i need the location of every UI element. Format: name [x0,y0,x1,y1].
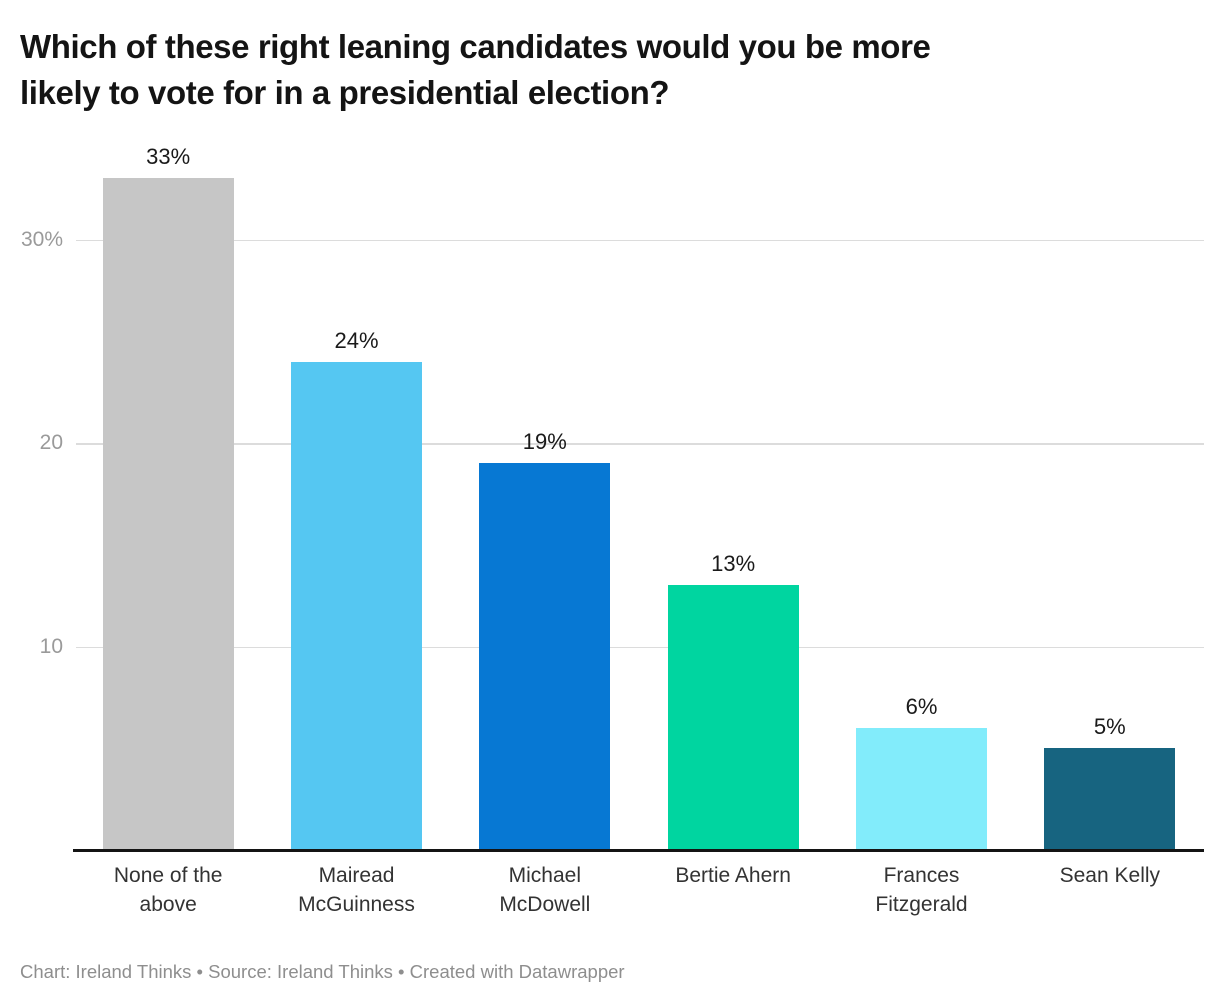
bar-value-label: 13% [711,551,756,577]
bar-category-label: Bertie Ahern [675,864,791,887]
bar-value-label: 19% [522,429,567,455]
gridline [76,239,1204,241]
bar-value-label: 24% [334,327,379,353]
bar [479,463,611,850]
bar-value-label: 33% [146,144,191,170]
y-tick-label: 30% [20,227,63,251]
footer-attribution: Chart: Ireland Thinks • Source: Ireland … [20,961,625,982]
chart-title: Which of these right leaning candidates … [20,24,1204,115]
bar [667,585,799,850]
gridline [76,443,1204,445]
x-axis-line [73,849,1204,852]
bar-value-label: 6% [905,693,938,719]
bar-value-label: 5% [1093,714,1126,740]
bar-category-label: Frances Fitzgerald [875,864,968,916]
bar-category-label: None of the above [113,864,223,916]
bar-category-label: Mairead McGuinness [298,864,415,916]
bar-category-label: Michael McDowell [499,864,591,916]
bar-category-label: Sean Kelly [1059,864,1161,887]
gridline [76,646,1204,648]
bar [856,727,987,850]
y-tick-label: 10 [39,634,63,658]
bar [102,178,234,850]
chart-title-line-1: Which of these right leaning candidates … [20,28,931,65]
bar [291,361,422,850]
chart-title-line-2: likely to vote for in a presidential ele… [20,73,670,111]
bar [1044,748,1176,850]
y-tick-label: 20 [39,431,63,454]
